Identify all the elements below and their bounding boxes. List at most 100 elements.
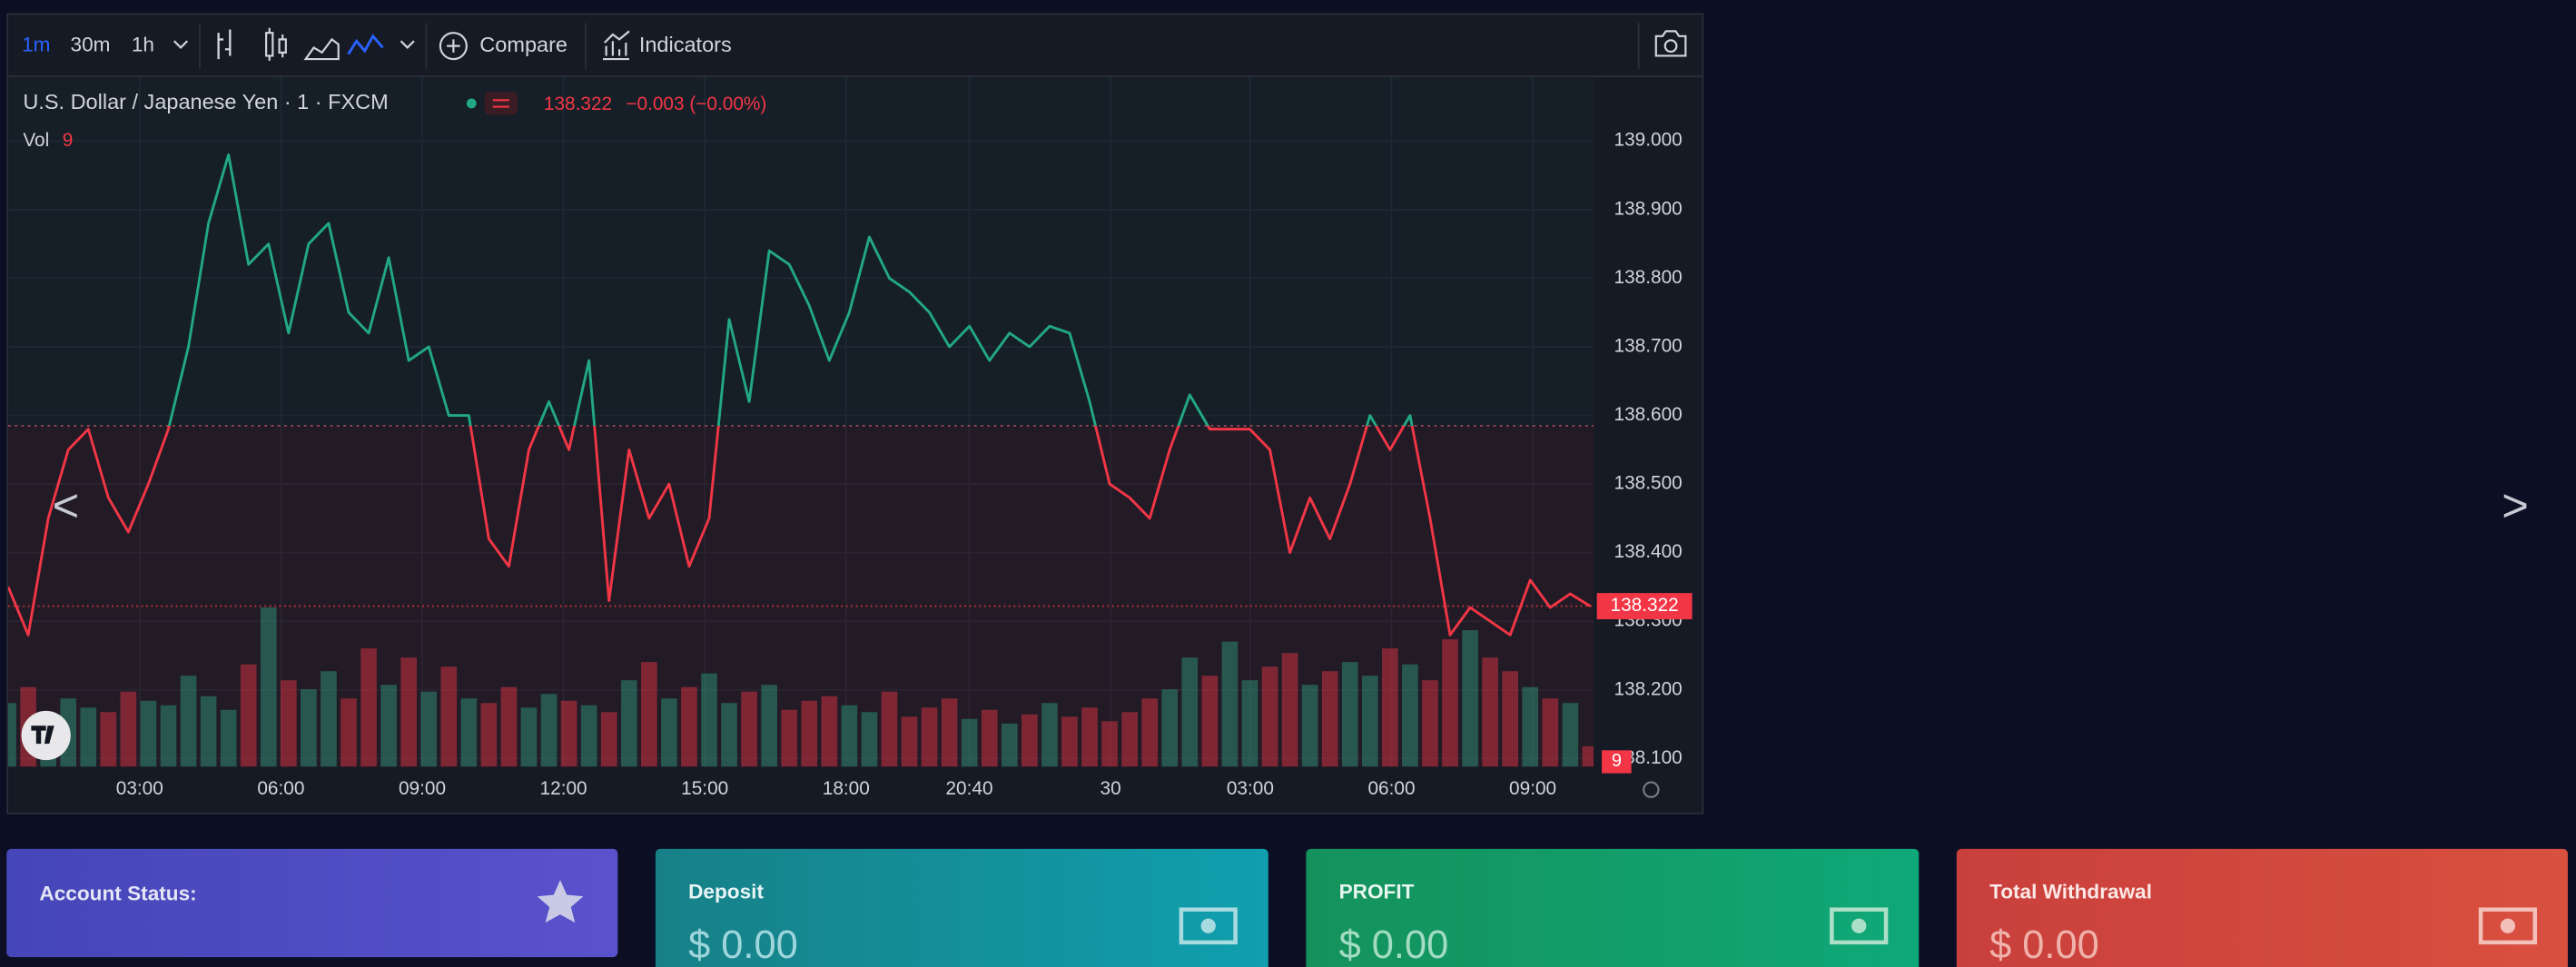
volume-bar [1221, 641, 1239, 767]
y-tick-label: 138.600 [1614, 404, 1683, 425]
axes: 139.000 138.900 138.800 138.700 138.600 138.5… [116, 130, 1693, 799]
star-icon[interactable] [537, 880, 584, 923]
dropdown-icon[interactable] [173, 40, 189, 49]
snapshot-icon [1663, 39, 1678, 54]
volume-bar [841, 705, 858, 767]
indicators-button[interactable]: Indicators [639, 33, 732, 56]
card-value: $ 0.00 [1339, 923, 1449, 967]
volume-bar [1061, 716, 1078, 767]
volume-bar [380, 685, 397, 767]
volume-bar [741, 691, 757, 767]
y-tick-label: 139.000 [1614, 130, 1683, 151]
x-tick-label: 12:00 [540, 778, 587, 799]
volume-bar [480, 703, 498, 767]
card-title: Account Status: [39, 882, 196, 904]
volume-bar [341, 698, 357, 767]
candles-icon[interactable] [265, 27, 287, 61]
volume-bar [500, 686, 518, 767]
y-tick-label: 138.800 [1614, 267, 1683, 288]
dropdown-icon[interactable] [400, 40, 415, 49]
card: Deposit $ 0.00 [655, 848, 1268, 967]
volume-bar [180, 676, 197, 767]
price-line [8, 153, 1592, 636]
volume-bar [220, 709, 237, 767]
volume-bar [301, 689, 317, 767]
volume-legend-value: 9 [63, 130, 74, 151]
card-value: $ 0.00 [688, 923, 798, 967]
volume-bar [1382, 648, 1398, 767]
up-zone [8, 76, 1594, 426]
volume-bar [160, 705, 177, 767]
volume-bar [560, 700, 577, 767]
volume-bar [961, 718, 978, 767]
interval-button[interactable]: 1m [22, 34, 50, 56]
compare-button[interactable]: Compare [479, 33, 568, 56]
volume-bar [1562, 703, 1579, 767]
compare-icon[interactable] [447, 39, 460, 53]
volume-bar [1161, 689, 1179, 767]
volume-bar [1281, 653, 1298, 767]
volume-bar [1181, 657, 1199, 767]
volume-bar [1442, 639, 1458, 767]
y-tick-label: 138.500 [1614, 473, 1683, 494]
volume-bar [801, 700, 818, 767]
x-tick-label: 03:00 [1227, 778, 1274, 799]
volume-bar [120, 691, 137, 767]
card-bg [1306, 848, 1920, 967]
bars-icon[interactable] [217, 29, 232, 60]
symbol-title: U.S. Dollar / Japanese Yen · 1 · FXCM [23, 90, 388, 113]
interval-button[interactable]: 30m [71, 34, 111, 56]
money-icon [1851, 918, 1867, 933]
card-bg [6, 848, 618, 958]
volume-bar [240, 664, 257, 767]
volume-bar [721, 703, 737, 767]
volume-bar [1582, 745, 1594, 767]
volume-bar [921, 707, 938, 767]
eq-icon [492, 99, 509, 108]
y-tick-label: 138.900 [1614, 198, 1683, 219]
volume-bar [1121, 712, 1138, 767]
volume-bar [761, 685, 777, 767]
y-tick-label: 138.400 [1614, 541, 1683, 562]
y-tick-label: 138.200 [1614, 678, 1683, 699]
volume-bar [1201, 676, 1219, 767]
prev-arrow[interactable]: < [53, 479, 80, 531]
money-icon [1200, 918, 1216, 933]
volume-bar [460, 698, 478, 767]
volume-bar [400, 657, 417, 767]
status-dot [466, 98, 477, 109]
volume-bar [580, 705, 597, 767]
chart-panel [6, 13, 1704, 814]
volume-bar [420, 691, 438, 767]
x-tick-label: 18:00 [823, 778, 870, 799]
money-icon [2500, 918, 2516, 933]
next-arrow[interactable]: > [2502, 479, 2529, 531]
baseline-icon[interactable] [347, 34, 384, 55]
money-icon [1830, 907, 1889, 945]
x-tick-label: 09:00 [1509, 778, 1556, 799]
card: Total Withdrawal $ 0.00 [1956, 848, 2568, 967]
volume-bar [821, 696, 838, 767]
x-tick-label: 06:00 [257, 778, 304, 799]
volume-bar [600, 712, 617, 767]
plot [8, 76, 1594, 767]
area-icon[interactable] [303, 37, 340, 61]
compare-icon[interactable] [439, 32, 468, 61]
interval-button[interactable]: 1h [132, 34, 154, 56]
volume-bar [1522, 686, 1539, 767]
indicators-icon[interactable] [603, 30, 630, 61]
volume-bar [1022, 714, 1038, 767]
x-tick-label: 15:00 [681, 778, 728, 799]
snapshot-button[interactable] [1654, 30, 1687, 57]
eq-badge [484, 92, 518, 115]
volume-bar [540, 694, 558, 767]
toolbar: 1m 30m 1h Compare Indicators [22, 23, 1687, 69]
grid [8, 76, 1594, 767]
volume-legend: Vol [23, 130, 49, 151]
volume-bar [80, 707, 97, 767]
settings-button[interactable] [1643, 781, 1660, 798]
volume-bar [260, 607, 277, 767]
x-tick-label: 30 [1100, 778, 1121, 799]
volume-bar [1361, 676, 1378, 767]
